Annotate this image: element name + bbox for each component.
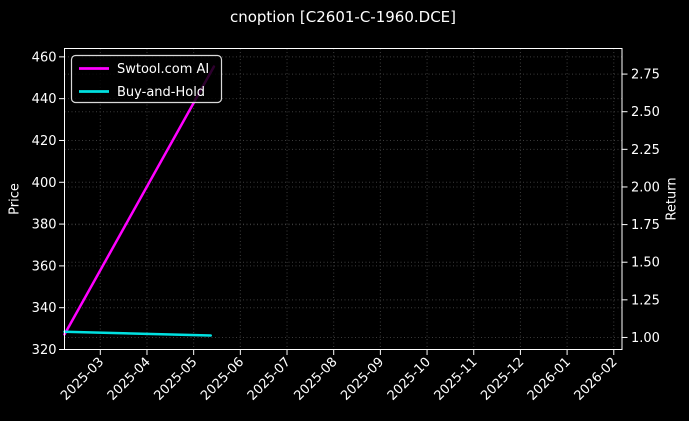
price-tick-label: 400 — [32, 176, 57, 191]
x-tick-label: 2025-04 — [105, 355, 154, 404]
tick-labels: 2025-032025-042025-052025-062025-072025-… — [32, 50, 660, 403]
series-line-swtool-com-ai — [63, 65, 216, 336]
plot-border — [64, 48, 623, 350]
price-tick-label: 380 — [32, 218, 57, 233]
price-tick-label: 320 — [32, 343, 57, 358]
x-tick-label: 2025-10 — [385, 355, 434, 404]
price-tick-label: 460 — [32, 50, 57, 65]
x-tick-label: 2025-05 — [151, 355, 200, 404]
return-tick-label: 2.00 — [631, 180, 660, 195]
legend-label: Swtool.com AI — [117, 62, 209, 77]
x-tick-label: 2025-06 — [198, 355, 247, 404]
return-tick-label: 2.25 — [631, 143, 660, 158]
legend-box: Swtool.com AI Buy-and-Hold — [70, 54, 223, 104]
return-tick-label: 1.00 — [631, 331, 660, 346]
return-tick-label: 1.25 — [631, 293, 660, 308]
x-tick-label: 2026-02 — [572, 355, 621, 404]
x-tick-label: 2025-09 — [338, 355, 387, 404]
tick-marks — [59, 56, 628, 355]
return-tick-label: 2.75 — [631, 68, 660, 83]
chart-title: cnoption [C2601-C-1960.DCE] — [229, 8, 457, 26]
x-tick-label: 2025-08 — [292, 355, 341, 404]
return-tick-label: 1.50 — [631, 256, 660, 271]
return-tick-label: 1.75 — [631, 218, 660, 233]
x-tick-label: 2025-11 — [432, 355, 481, 404]
price-tick-label: 420 — [32, 134, 57, 149]
price-tick-label: 440 — [32, 92, 57, 107]
x-tick-label: 2026-01 — [525, 355, 574, 404]
grid — [64, 48, 622, 350]
x-tick-label: 2025-03 — [58, 355, 107, 404]
return-tick-label: 2.50 — [631, 105, 660, 120]
x-tick-label: 2025-12 — [478, 355, 527, 404]
series-line-buy-and-hold — [63, 330, 213, 337]
price-tick-label: 340 — [32, 301, 57, 316]
price-tick-label: 360 — [32, 259, 57, 274]
x-tick-label: 2025-07 — [245, 355, 294, 404]
legend-label: Buy-and-Hold — [117, 85, 205, 100]
